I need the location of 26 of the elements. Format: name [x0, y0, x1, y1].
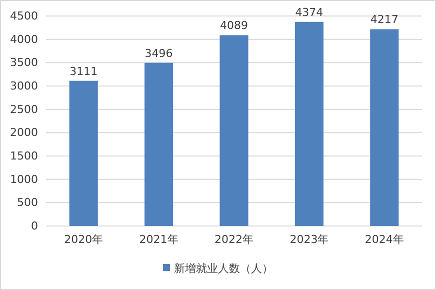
y-tick-label: 3000	[10, 80, 38, 93]
bar	[370, 29, 399, 226]
legend-label: 新增就业人数（人）	[174, 262, 273, 275]
y-tick-label: 1000	[10, 172, 38, 186]
bar	[220, 35, 248, 226]
data-label: 3111	[70, 64, 98, 78]
y-tick-label: 2000	[10, 126, 38, 140]
x-tick-label: 2022年	[214, 232, 254, 246]
x-tick-label: 2020年	[64, 232, 104, 246]
y-tick-label: 2500	[10, 102, 38, 116]
bar	[144, 62, 174, 226]
data-label: 4089	[220, 19, 248, 32]
x-tick-label: 2021年	[139, 232, 178, 246]
data-label: 4217	[370, 13, 398, 26]
bar	[69, 80, 98, 226]
data-label: 4374	[295, 6, 324, 19]
y-tick-label: 4500	[10, 10, 38, 23]
x-tick-label: 2023年	[290, 232, 329, 246]
y-tick-label: 4000	[10, 32, 38, 46]
y-tick-label: 1500	[10, 150, 38, 163]
y-tick-label: 0	[31, 220, 38, 233]
x-tick-label: 2024年	[364, 232, 404, 246]
bar	[294, 22, 324, 226]
y-tick-label: 3500	[10, 56, 38, 70]
y-tick-label: 500	[17, 196, 38, 210]
data-label: 3496	[144, 46, 173, 60]
